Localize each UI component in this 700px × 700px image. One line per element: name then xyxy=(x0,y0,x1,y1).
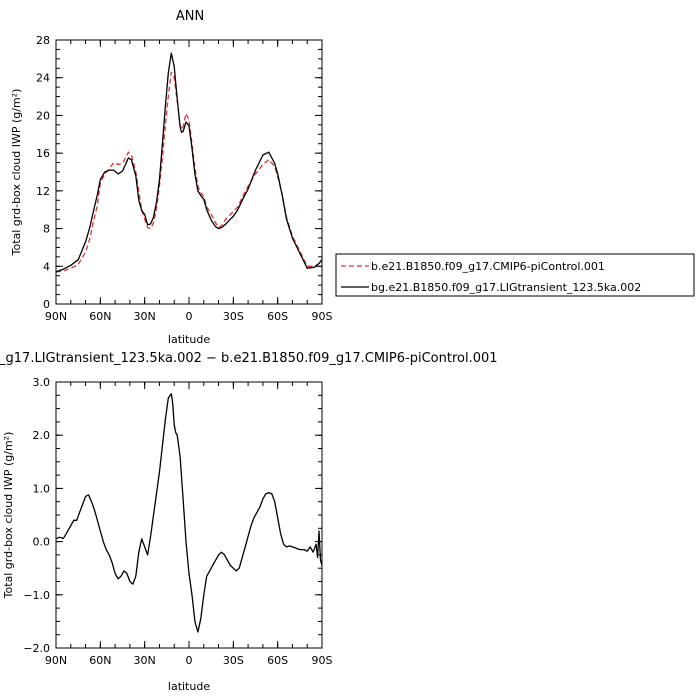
top-series-group xyxy=(55,52,323,273)
top-ytick-label: 24 xyxy=(36,72,50,85)
top-ytick-label: 16 xyxy=(36,147,50,160)
bottom-ytick-label: −1.0 xyxy=(23,589,50,602)
top-ticks-group: 90N 60N 30N 0 30S 60S 90S 0 4 8 12 16 20 24 28 xyxy=(36,34,333,323)
top-ytick-label: 20 xyxy=(36,109,50,122)
bottom-ticks-group: 90N 60N 30N 0 30S 60S 90S −2.0 −1.0 0.0 1.0 2.0 3.0 xyxy=(23,376,332,667)
bottom-series-group xyxy=(55,393,323,633)
bottom-panel: bg.e21.B1850.f09_g17.LIGtransient_123.5k… xyxy=(0,351,498,693)
top-xtick-label: 60N xyxy=(89,310,111,323)
top-chart-title: ANN xyxy=(176,9,204,24)
bottom-xtick-label: 30S xyxy=(223,654,244,667)
top-series-line-0 xyxy=(55,71,323,273)
bottom-ytick-label: 2.0 xyxy=(33,429,51,442)
bottom-xtick-label: 0 xyxy=(186,654,193,667)
top-xtick-label: 0 xyxy=(186,310,193,323)
top-xlabel: latitude xyxy=(168,333,210,346)
bottom-xtick-label: 90S xyxy=(312,654,333,667)
legend-box xyxy=(335,253,695,297)
bottom-chart-title: bg.e21.B1850.f09_g17.LIGtransient_123.5k… xyxy=(0,351,498,366)
top-xtick-label: 30S xyxy=(223,310,244,323)
top-panel: ANN 90N 60N 30N 0 30S 60S 90S 0 4 8 12 16 20 24 28 lat… xyxy=(10,9,333,346)
bottom-ytick-label: 0.0 xyxy=(33,536,51,549)
top-ytick-label: 12 xyxy=(36,185,50,198)
bottom-xtick-label: 30N xyxy=(134,654,156,667)
top-ytick-label: 4 xyxy=(43,260,50,273)
legend: b.e21.B1850.f09_g17.CMIP6-piControl.001 … xyxy=(335,253,695,297)
bottom-xlabel: latitude xyxy=(168,680,210,693)
top-xtick-label: 90N xyxy=(45,310,67,323)
bottom-xtick-label: 90N xyxy=(45,654,67,667)
bottom-ylabel: Total grd-box cloud IWP (g/m²) xyxy=(2,432,15,600)
bottom-xtick-label: 60N xyxy=(89,654,111,667)
top-ylabel: Total grd-box cloud IWP (g/m²) xyxy=(10,89,23,257)
top-plot-frame xyxy=(55,39,323,305)
bottom-xtick-label: 60S xyxy=(267,654,288,667)
legend-label-pi: b.e21.B1850.f09_g17.CMIP6-piControl.001 xyxy=(371,260,605,273)
top-xtick-label: 90S xyxy=(312,310,333,323)
bottom-ytick-label: −2.0 xyxy=(23,642,50,655)
top-series-line-1 xyxy=(55,52,323,273)
bottom-series-line-0 xyxy=(55,393,323,633)
bottom-ytick-label: 1.0 xyxy=(33,482,51,495)
top-ytick-label: 8 xyxy=(43,223,50,236)
top-ytick-label: 0 xyxy=(43,298,50,311)
top-ytick-label: 28 xyxy=(36,34,50,47)
bottom-ytick-label: 3.0 xyxy=(33,376,51,389)
top-xtick-label: 30N xyxy=(134,310,156,323)
legend-label-lig: bg.e21.B1850.f09_g17.LIGtransient_123.5k… xyxy=(371,281,641,294)
top-xtick-label: 60S xyxy=(267,310,288,323)
